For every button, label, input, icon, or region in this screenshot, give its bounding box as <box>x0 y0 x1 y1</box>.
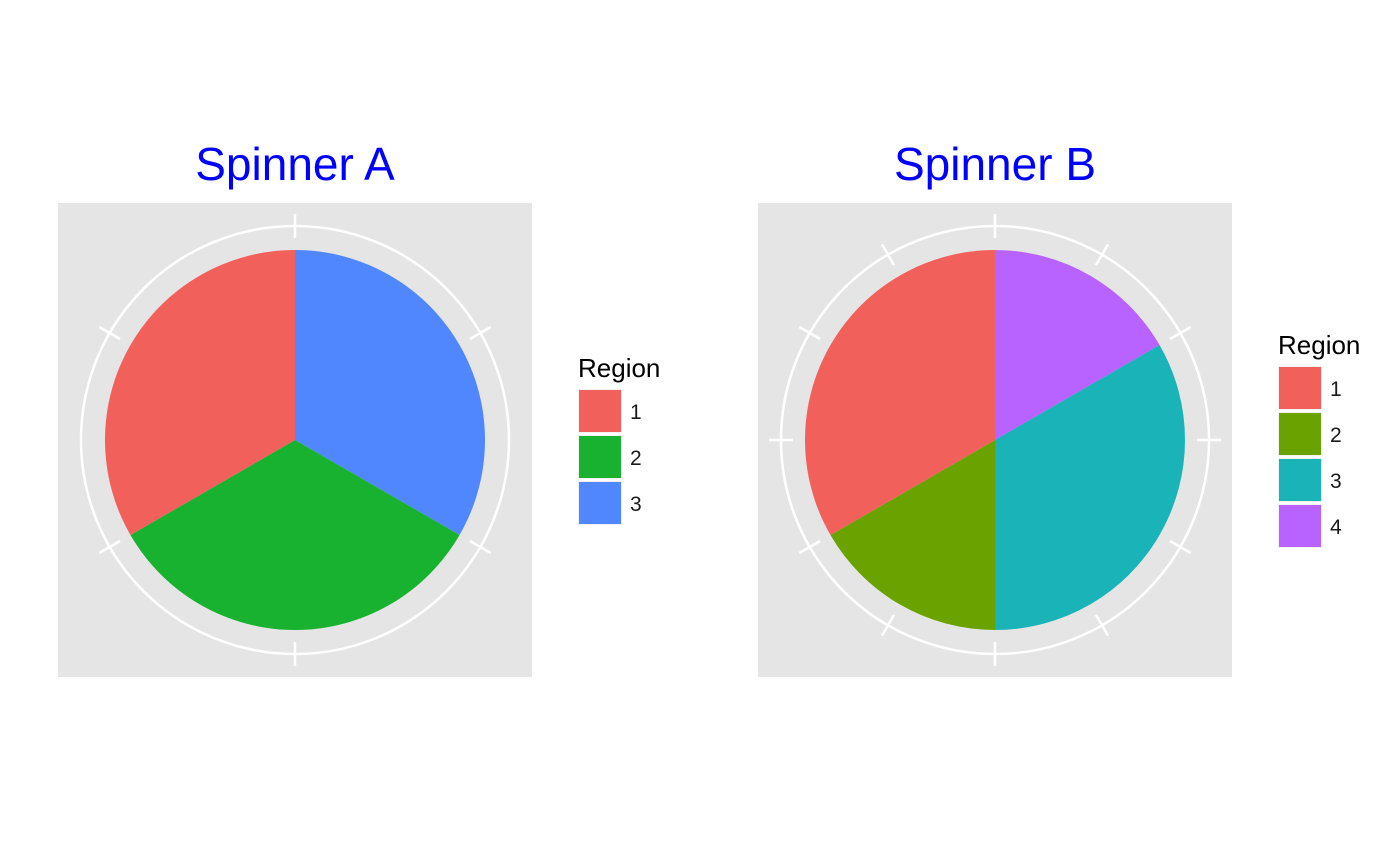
spinner-a-slice-3 <box>295 250 485 535</box>
spinner-a-legend-title: Region <box>578 353 660 383</box>
spinner-a-axis-tick <box>98 325 121 341</box>
spinner-b-legend-label-1: 1 <box>1330 378 1342 401</box>
spinner-b-legend-label-3: 3 <box>1330 470 1342 493</box>
spinner-b-legend-label-4: 4 <box>1330 516 1342 539</box>
spinner-b-legend-swatch-3 <box>1279 459 1321 501</box>
spinner-b-legend-swatch-1 <box>1279 367 1321 409</box>
spinner-a-legend-swatch-2 <box>579 436 621 478</box>
spinner-a-legend-label-3: 3 <box>630 493 642 516</box>
spinner-a-legend-label-2: 2 <box>630 447 642 470</box>
spinner-a-axis-tick <box>469 325 492 341</box>
spinner-b-axis-tick <box>798 539 821 555</box>
spinner-b-legend-label-2: 2 <box>1330 424 1342 447</box>
spinner-a-slice-1 <box>104 250 295 535</box>
spinner-a-legend-swatch-3 <box>579 482 621 524</box>
spinner-b-axis-tick <box>1169 539 1192 555</box>
spinner-b-slice-3 <box>995 345 1186 630</box>
spinner-b-title: Spinner B <box>894 138 1096 190</box>
spinner-b-axis-tick <box>798 325 821 341</box>
spinner-b-axis-tick <box>1094 243 1110 266</box>
spinner-b-axis-tick <box>1094 614 1110 637</box>
spinner-a-title: Spinner A <box>195 138 395 190</box>
spinner-a-axis-tick <box>98 539 121 555</box>
spinner-b-slice-1 <box>805 250 995 535</box>
spinner-a-chart: Spinner A Region 1 2 3 <box>58 138 660 677</box>
spinner-b-slice-4 <box>995 250 1160 440</box>
spinner-b-slice-2 <box>830 440 995 630</box>
spinner-b-chart: Spinner B Region 1 2 3 4 <box>758 138 1360 677</box>
spinner-b-axis-tick <box>1169 325 1192 341</box>
spinner-a-legend-label-1: 1 <box>630 401 642 424</box>
spinner-b-axis-tick <box>880 243 896 266</box>
spinner-b-legend-swatch-4 <box>1279 505 1321 547</box>
spinner-b-legend-title: Region <box>1278 330 1360 360</box>
spinner-a-axis-tick <box>469 539 492 555</box>
spinner-a-legend-swatch-1 <box>579 390 621 432</box>
spinner-b-legend-swatch-2 <box>1279 413 1321 455</box>
spinner-b-axis-tick <box>880 614 896 637</box>
